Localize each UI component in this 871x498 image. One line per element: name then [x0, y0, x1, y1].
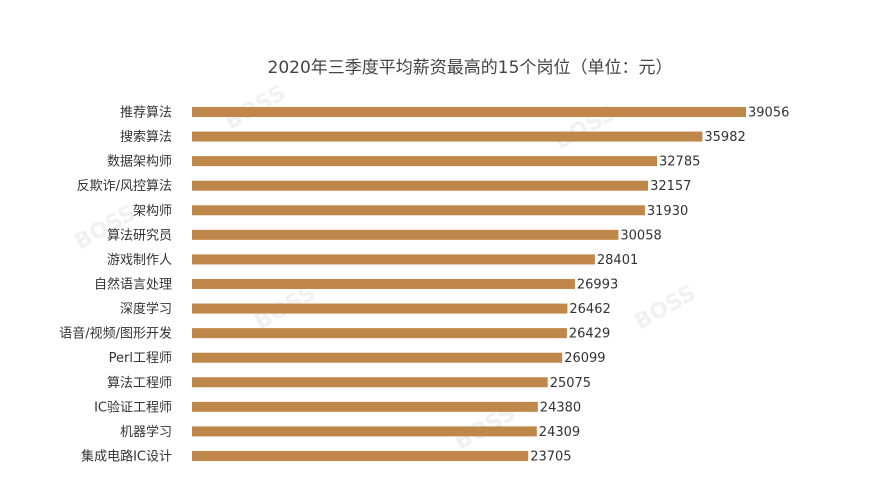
bar-row: 推荐算法 39056	[120, 106, 789, 121]
category-label: 反欺诈/风控算法	[77, 179, 172, 194]
category-label: 架构师	[133, 204, 172, 219]
value-label: 31930	[647, 204, 688, 219]
value-label: 26429	[569, 327, 610, 342]
bar	[192, 107, 746, 117]
chart-title: 2020年三季度平均薪资最高的15个岗位（单位：元）	[268, 58, 673, 78]
value-label: 30058	[620, 228, 661, 243]
bar-row: 数据架构师 32785	[107, 155, 700, 170]
category-label: 深度学习	[120, 301, 172, 317]
category-label: 机器学习	[120, 424, 172, 440]
bar-row: 游戏制作人 28401	[107, 253, 638, 268]
value-label: 32157	[650, 179, 691, 194]
value-label: 26099	[564, 351, 605, 366]
category-label: 自然语言处理	[94, 276, 172, 292]
category-label: 游戏制作人	[107, 253, 172, 268]
svg-text:BOSS: BOSS	[631, 280, 701, 335]
bar	[192, 180, 649, 191]
bar-row: 机器学习 24309	[120, 424, 580, 440]
bar	[192, 450, 529, 461]
bar-row: 反欺诈/风控算法 32157	[77, 179, 692, 194]
bar	[192, 401, 538, 412]
category-label: 算法研究员	[107, 228, 172, 243]
bar	[192, 278, 575, 289]
value-label: 35982	[704, 130, 745, 145]
category-label: 推荐算法	[120, 106, 172, 121]
bar-row: 深度学习 26462	[120, 301, 611, 317]
category-label: 语音/视频/图形开发	[59, 326, 172, 342]
value-label: 32785	[659, 155, 700, 170]
category-label: 算法工程师	[107, 376, 172, 391]
bar-row: Perl工程师 26099	[109, 351, 606, 366]
bar-row: 架构师 31930	[133, 204, 688, 219]
bar	[192, 205, 645, 216]
bar-row: 算法工程师 25075	[107, 376, 591, 391]
bar	[192, 352, 563, 363]
category-label: 搜索算法	[120, 130, 172, 145]
bars-layer: 推荐算法 39056 搜索算法 35982 数据架构师 32785 反欺诈/风控算法 3215…	[59, 106, 789, 465]
value-label: 39056	[748, 106, 789, 121]
category-label: 集成电路IC设计	[81, 448, 172, 464]
bar	[192, 377, 548, 388]
bar	[192, 156, 657, 167]
category-label: IC验证工程师	[94, 399, 172, 415]
value-label: 25075	[550, 376, 591, 391]
category-label: 数据架构师	[107, 155, 172, 170]
bar	[192, 254, 595, 265]
bar	[192, 303, 568, 314]
value-label: 23705	[530, 449, 571, 464]
bar-row: 语音/视频/图形开发 26429	[59, 326, 610, 342]
bar	[192, 229, 619, 240]
value-label: 26462	[569, 302, 610, 317]
category-label: Perl工程师	[109, 351, 172, 366]
bar-row: 搜索算法 35982	[120, 130, 746, 145]
value-label: 28401	[597, 253, 638, 268]
value-label: 26993	[577, 277, 618, 292]
bar-row: 集成电路IC设计 23705	[81, 448, 571, 464]
bar	[192, 328, 567, 339]
bar-row: 算法研究员 30058	[107, 228, 662, 243]
bar	[192, 426, 537, 437]
value-label: 24380	[540, 400, 581, 415]
value-label: 24309	[539, 425, 580, 440]
bar-row: 自然语言处理 26993	[94, 276, 618, 292]
bar	[192, 131, 703, 142]
bar-row: IC验证工程师 24380	[94, 399, 581, 415]
